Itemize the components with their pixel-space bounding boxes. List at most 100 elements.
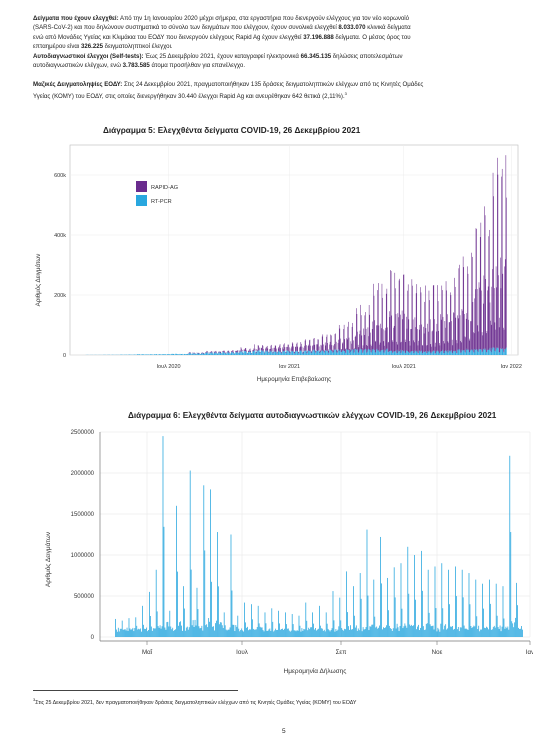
chart5-bar-rtpcr [273, 352, 274, 355]
chart5-bar-rapidag [292, 343, 294, 352]
chart5-bar-rtpcr [166, 354, 168, 355]
chart6-bar [468, 573, 470, 637]
chart5-bar-rtpcr [317, 351, 319, 355]
chart6-bar [514, 622, 516, 637]
chart5-bar-rtpcr [396, 353, 398, 355]
chart5-bar-rtpcr [227, 351, 228, 355]
chart5-bar-rtpcr [301, 351, 303, 355]
chart6-bar [488, 629, 489, 637]
chart5-bar-rapidag [389, 317, 391, 352]
chart5-bar-rtpcr [453, 350, 455, 355]
chart6-bar [369, 626, 371, 637]
number-retested: 3.783.585 [122, 62, 150, 70]
chart6-bar [420, 627, 421, 637]
chart5-bar-rtpcr [301, 350, 302, 355]
chart5-bar-rtpcr [405, 352, 407, 355]
chart5-bar-rtpcr [484, 348, 486, 355]
chart5-bar-rtpcr [167, 354, 169, 355]
chart5-bar-rtpcr [429, 350, 430, 355]
chart5-bar-rtpcr [390, 351, 392, 355]
chart6-bar [246, 627, 247, 637]
chart6-bar [370, 626, 372, 637]
chart6-y-axis-label: Αριθμός Δειγμάτων [44, 532, 52, 587]
chart5-bar-rtpcr [451, 350, 452, 355]
chart6-bar [199, 628, 201, 637]
chart5-bar-rtpcr [506, 347, 507, 355]
chart5-bar-rapidag [244, 348, 246, 352]
chart5-bar-rtpcr [284, 350, 286, 355]
chart5-bar-rtpcr [334, 349, 335, 355]
chart5-bar-rtpcr [172, 353, 174, 355]
chart5-bar-rapidag [343, 329, 344, 351]
chart6-bar [491, 629, 493, 637]
chart6-bar [143, 624, 144, 637]
chart5-bar-rapidag [426, 345, 427, 354]
chart5-bar-rapidag [307, 346, 309, 351]
chart5-bar-rapidag [357, 344, 359, 353]
chart5-bar-rtpcr [177, 353, 178, 355]
chart5-bar-rtpcr [489, 347, 491, 355]
chart5-bar-rapidag [460, 341, 461, 353]
chart5-bar-rapidag [215, 350, 217, 353]
chart5-bar-rtpcr [269, 351, 270, 355]
chart6-bar [250, 629, 251, 637]
chart5-bar-rapidag [441, 285, 443, 352]
chart5-bar-rapidag [339, 328, 341, 350]
chart5-plot-area [69, 144, 519, 356]
chart5-bar-rtpcr [295, 351, 296, 355]
chart5-bar-rapidag [369, 314, 371, 351]
chart5-bar-rtpcr [212, 353, 214, 355]
chart6-bar [460, 627, 462, 637]
chart5-bar-rapidag [436, 323, 438, 352]
chart5-bar-rtpcr [318, 350, 320, 355]
chart5-bar-rapidag [296, 343, 297, 351]
chart5-bar-rapidag [327, 343, 328, 351]
chart5-bar-rtpcr [382, 349, 383, 355]
chart6-bar [497, 627, 499, 637]
chart5-bar-rapidag [354, 337, 356, 350]
chart5-bar-rapidag [353, 348, 355, 353]
chart5-bar-rapidag [406, 328, 408, 351]
chart5-bar-rtpcr [416, 350, 418, 355]
chart5-bar-rtpcr [276, 351, 277, 355]
chart6-bar [228, 629, 230, 637]
chart5-bar-rapidag [346, 339, 348, 350]
chart5-bar-rapidag [250, 350, 252, 353]
chart5-bar-rtpcr [248, 352, 250, 355]
chart6-bar [318, 628, 319, 637]
chart6-bar [464, 628, 466, 637]
chart5-bar-rapidag [489, 302, 491, 348]
chart5-bar-rapidag [241, 349, 243, 352]
chart6-bar [400, 563, 402, 637]
chart6-bar [438, 629, 440, 637]
chart5-bar-rapidag [479, 287, 480, 350]
chart5-bar-rtpcr [381, 350, 382, 355]
chart6-bar [382, 629, 383, 637]
chart5-bar-rapidag [298, 352, 300, 354]
chart5-bar-rapidag [262, 345, 264, 352]
chart5-bar-rapidag [426, 345, 428, 353]
chart6-bar [431, 625, 433, 637]
chart5-bar-rtpcr [277, 352, 278, 355]
footnote-rule [33, 690, 238, 691]
chart5-bar-rapidag [288, 347, 290, 352]
chart5-bar-rapidag [485, 279, 486, 350]
chart6-bar [434, 566, 436, 637]
chart6-bar [281, 629, 282, 637]
chart5-bar-rtpcr [450, 351, 452, 355]
chart5-bar-rtpcr [283, 351, 284, 355]
chart5-x-tick-label: Ιαν 2022 [501, 364, 522, 370]
chart5-bar-rapidag [428, 290, 430, 352]
chart5-bar-rtpcr [249, 351, 251, 355]
chart5-bar-rtpcr [412, 351, 414, 355]
chart5-bar-rtpcr [230, 352, 232, 355]
chart5-bar-rtpcr [266, 351, 267, 355]
chart5-bar-rapidag [423, 326, 424, 352]
chart5-bar-rtpcr [298, 353, 299, 355]
chart5-bar-rtpcr [324, 350, 326, 355]
chart6-bar [365, 627, 367, 637]
chart6-bar [503, 618, 505, 637]
chart5-bar-rapidag [226, 352, 228, 353]
chart5-bar-rapidag [320, 344, 322, 352]
chart6-bar [185, 627, 187, 637]
